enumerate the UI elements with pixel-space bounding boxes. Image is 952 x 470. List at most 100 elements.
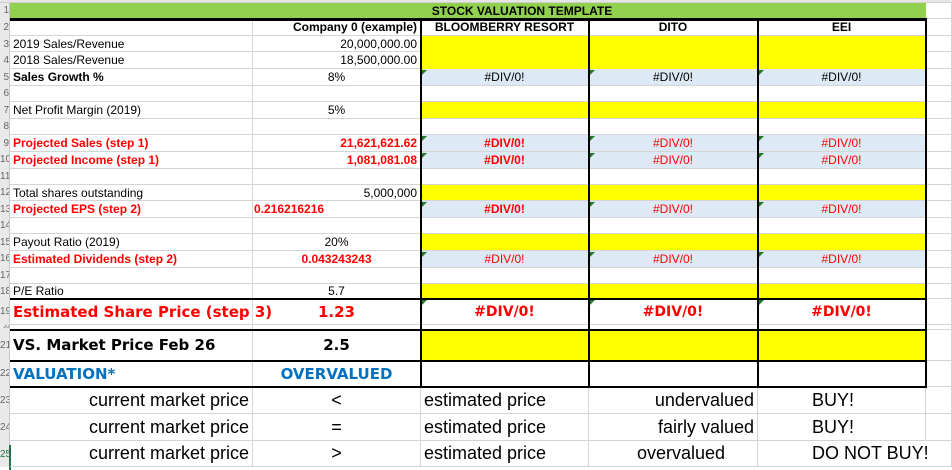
example-sales-2019[interactable]: 20,000,000.00 (253, 36, 421, 52)
input-market-price-c2[interactable] (589, 330, 758, 361)
cell[interactable] (589, 218, 758, 234)
example-valuation[interactable]: OVERVALUED (253, 361, 421, 387)
row-number[interactable]: 12 (0, 188, 9, 198)
row-number[interactable]: 15 (0, 238, 9, 248)
row-number[interactable]: 9 (3, 139, 9, 149)
row-number[interactable]: 5 (3, 73, 9, 83)
example-pe[interactable]: 5.7 (253, 284, 421, 299)
legend-op[interactable]: < (253, 387, 421, 414)
cell[interactable] (926, 185, 952, 201)
label-pe[interactable]: P/E Ratio (10, 284, 253, 299)
label-valuation[interactable]: VALUATION* (10, 361, 253, 387)
cell[interactable] (421, 119, 589, 135)
row-number[interactable]: 21 (0, 341, 9, 351)
legend-op[interactable]: = (253, 414, 421, 441)
legend-left[interactable]: current market price (10, 387, 253, 414)
cell[interactable] (926, 268, 952, 284)
cell[interactable] (589, 169, 758, 185)
row-number[interactable]: 24 (0, 423, 9, 433)
label-sales-2018[interactable]: 2018 Sales/Revenue (10, 52, 253, 69)
example-shares[interactable]: 5,000,000 (253, 185, 421, 201)
example-net-margin[interactable]: 5% (253, 102, 421, 119)
cell[interactable] (926, 234, 952, 251)
input-sales-c1[interactable] (421, 36, 589, 69)
cell[interactable] (758, 169, 926, 185)
cell[interactable] (926, 102, 952, 119)
example-sales-growth[interactable]: 8% (253, 69, 421, 86)
legend-status[interactable]: undervalued (589, 387, 758, 414)
row-number[interactable]: 13 (0, 205, 9, 215)
legend-left[interactable]: current market price (10, 441, 253, 467)
calc-sales-growth-c2[interactable]: #DIV/0! (589, 69, 758, 86)
row-number[interactable]: 8 (3, 122, 9, 132)
legend-op[interactable]: > (253, 441, 421, 467)
calc-proj-income-c3[interactable]: #DIV/0! (758, 152, 926, 169)
input-sales-c2[interactable] (589, 36, 758, 69)
cell[interactable] (421, 268, 589, 284)
input-margin-c2[interactable] (589, 102, 758, 119)
valuation-c2[interactable] (589, 361, 758, 387)
row-number[interactable]: 17 (0, 271, 9, 281)
row-number[interactable]: 14 (0, 221, 9, 231)
calc-est-div-c1[interactable]: #DIV/0! (421, 251, 589, 268)
label-sales-growth[interactable]: Sales Growth % (10, 69, 253, 86)
label-net-margin[interactable]: Net Profit Margin (2019) (10, 102, 253, 119)
cell[interactable] (253, 268, 421, 284)
input-sales-c3[interactable] (758, 36, 926, 69)
header-company-1[interactable]: BLOOMBERRY RESORT (421, 19, 589, 36)
label-payout[interactable]: Payout Ratio (2019) (10, 234, 253, 251)
row-number[interactable]: 19 (0, 307, 9, 317)
cell[interactable] (758, 268, 926, 284)
row-number-active[interactable]: 25 (0, 445, 11, 470)
label-shares[interactable]: Total shares outstanding (10, 185, 253, 201)
row-number[interactable]: 2 (3, 23, 9, 33)
calc-est-price-c1[interactable]: #DIV/0! (421, 299, 589, 325)
input-payout-c2[interactable] (589, 234, 758, 251)
row-number[interactable]: 16 (0, 254, 9, 264)
cell[interactable] (926, 86, 952, 102)
valuation-c3[interactable] (758, 361, 926, 387)
cell[interactable] (926, 169, 952, 185)
cell[interactable] (589, 268, 758, 284)
cell[interactable] (926, 19, 952, 36)
cell[interactable] (253, 218, 421, 234)
cell[interactable] (926, 284, 952, 299)
calc-proj-sales-c3[interactable]: #DIV/0! (758, 135, 926, 152)
example-proj-sales[interactable]: 21,621,621.62 (253, 135, 421, 152)
label-sales-2019[interactable]: 2019 Sales/Revenue (10, 36, 253, 52)
label-est-price[interactable]: Estimated Share Price (step 3) (10, 299, 272, 325)
cell[interactable] (926, 218, 952, 234)
legend-right[interactable]: estimated price (421, 387, 589, 414)
cell[interactable] (589, 86, 758, 102)
cell[interactable] (10, 169, 253, 185)
row-number[interactable]: 22 (0, 369, 9, 379)
cell[interactable] (758, 86, 926, 102)
legend-left[interactable]: current market price (10, 414, 253, 441)
cell[interactable] (10, 268, 253, 284)
cell[interactable] (10, 19, 253, 36)
calc-proj-income-c2[interactable]: #DIV/0! (589, 152, 758, 169)
row-number[interactable]: 1 (3, 6, 9, 16)
row-number[interactable]: 6 (3, 89, 9, 99)
calc-proj-sales-c1[interactable]: #DIV/0! (421, 135, 589, 152)
legend-status[interactable]: overvalued (589, 441, 758, 467)
input-pe-c3[interactable] (758, 284, 926, 299)
calc-est-price-c3[interactable]: #DIV/0! (758, 299, 926, 325)
header-company-2[interactable]: DITO (589, 19, 758, 36)
cell[interactable] (758, 218, 926, 234)
input-payout-c1[interactable] (421, 234, 589, 251)
cell[interactable] (926, 152, 952, 169)
example-proj-eps[interactable]: 0.216216216 (253, 201, 421, 218)
cell[interactable] (589, 119, 758, 135)
legend-action[interactable]: BUY! (758, 387, 926, 414)
label-proj-eps[interactable]: Projected EPS (step 2) (10, 201, 253, 218)
cell[interactable] (253, 86, 421, 102)
input-margin-c1[interactable] (421, 102, 589, 119)
label-proj-sales[interactable]: Projected Sales (step 1) (10, 135, 253, 152)
input-pe-c1[interactable] (421, 284, 589, 299)
example-payout[interactable]: 20% (253, 234, 421, 251)
cell[interactable] (10, 86, 253, 102)
cell[interactable] (10, 218, 253, 234)
example-est-div[interactable]: 0.043243243 (253, 251, 421, 268)
cell[interactable] (926, 251, 952, 268)
